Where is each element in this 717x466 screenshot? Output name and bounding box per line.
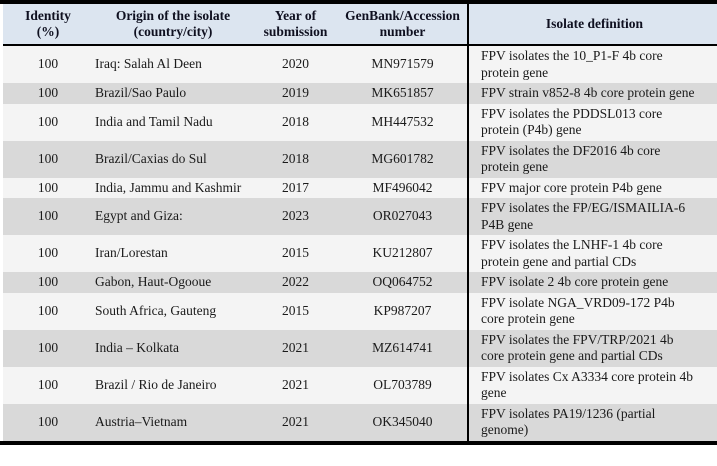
cell-identity: 100 bbox=[37, 85, 59, 100]
cell-definition: FPV isolate NGA_VRD09-172 P4b core prote… bbox=[467, 292, 717, 330]
cell-definition: FPV strain v852-8 4b core protein gene bbox=[467, 83, 717, 104]
cell-identity: 100 bbox=[37, 302, 59, 318]
table-row: 100 Iraq: Salah Al Deen 2020 MN971579 FPV is… bbox=[3, 45, 717, 83]
cell-year: 2021 bbox=[282, 339, 309, 355]
table-row: 100 India, Jammu and Kashmir 2017 MF496042 F… bbox=[3, 177, 717, 198]
cell-identity: 100 bbox=[37, 376, 59, 392]
cell-identity: 100 bbox=[37, 56, 59, 72]
header-row: Identity (%) Origin of the isolate (count… bbox=[3, 4, 717, 46]
table-row: 100 Egypt and Giza: 2023 OR027043 FPV isolat… bbox=[3, 198, 717, 235]
table-header: Identity (%) Origin of the isolate (count… bbox=[3, 4, 717, 46]
cell-accession: MN971579 bbox=[371, 56, 434, 72]
column-header-identity: Identity (%) bbox=[3, 4, 93, 46]
cell-identity: 100 bbox=[37, 274, 59, 289]
cell-year: 2017 bbox=[282, 179, 309, 195]
cell-origin: South Africa, Gauteng bbox=[95, 302, 217, 318]
cell-definition: FPV major core protein P4b gene bbox=[467, 177, 717, 198]
cell-origin: Brazil/Caxias do Sul bbox=[95, 150, 207, 166]
cell-definition: FPV isolates the FP/EG/ISMAILIA-6 P4B ge… bbox=[467, 198, 717, 235]
table-row: 100 Austria–Vietnam 2021 OK345040 FPV isolat… bbox=[3, 403, 717, 441]
cell-definition: FPV isolates the DF2016 4b core protein … bbox=[467, 140, 717, 178]
cell-year: 2022 bbox=[282, 274, 309, 289]
cell-identity: 100 bbox=[37, 413, 59, 429]
table-row: 100 Brazil/Sao Paulo 2019 MK651857 FPV strai… bbox=[3, 83, 717, 104]
cell-year: 2015 bbox=[282, 245, 309, 261]
table-row: 100 India – Kolkata 2021 MZ614741 FPV isolat… bbox=[3, 329, 717, 367]
cell-accession: MH447532 bbox=[371, 113, 434, 129]
cell-accession: MZ614741 bbox=[372, 339, 433, 355]
cell-definition: FPV isolates the FPV/TRP/2021 4b core pr… bbox=[467, 329, 717, 367]
cell-year: 2023 bbox=[282, 208, 309, 224]
cell-year: 2020 bbox=[282, 56, 309, 72]
cell-accession: OK345040 bbox=[372, 413, 433, 429]
cell-accession: MF496042 bbox=[372, 179, 433, 195]
cell-origin: Gabon, Haut-Ogooue bbox=[95, 274, 212, 289]
cell-origin: India – Kolkata bbox=[95, 339, 179, 355]
cell-origin: Austria–Vietnam bbox=[95, 413, 188, 429]
cell-origin: India and Tamil Nadu bbox=[95, 113, 213, 129]
cell-year: 2015 bbox=[282, 302, 309, 318]
table-body: 100 Iraq: Salah Al Deen 2020 MN971579 FPV is… bbox=[3, 45, 717, 441]
cell-accession: KU212807 bbox=[372, 245, 433, 261]
cell-accession: OR027043 bbox=[372, 208, 433, 224]
cell-origin: Iraq: Salah Al Deen bbox=[95, 56, 202, 72]
column-header-accession: GenBank/Accession number bbox=[338, 4, 468, 46]
cell-definition: FPV isolate 2 4b core protein gene bbox=[467, 272, 717, 293]
table-row: 100 Brazil/Caxias do Sul 2018 MG601782 FPV i… bbox=[3, 140, 717, 178]
column-header-definition: Isolate definition bbox=[467, 4, 717, 46]
table-row: 100 India and Tamil Nadu 2018 MH447532 FPV i… bbox=[3, 103, 717, 141]
table-row: 100 Brazil / Rio de Janeiro 2021 OL703789 FP… bbox=[3, 366, 717, 404]
cell-definition: FPV isolates the PDDSL013 core protein (… bbox=[467, 103, 717, 141]
cell-accession: KP987207 bbox=[373, 302, 432, 318]
cell-origin: India, Jammu and Kashmir bbox=[95, 179, 242, 195]
column-header-year: Year of submission bbox=[253, 4, 338, 46]
cell-identity: 100 bbox=[37, 113, 59, 129]
cell-identity: 100 bbox=[37, 339, 59, 355]
cell-definition: FPV isolates the LNHF-1 4b core protein … bbox=[467, 235, 717, 272]
isolate-table-frame: Identity (%) Origin of the isolate (count… bbox=[0, 0, 717, 445]
page: Identity (%) Origin of the isolate (count… bbox=[0, 0, 717, 445]
cell-year: 2018 bbox=[282, 113, 309, 129]
cell-identity: 100 bbox=[37, 245, 59, 261]
cell-accession: OQ064752 bbox=[372, 274, 433, 289]
cell-accession: OL703789 bbox=[373, 376, 432, 392]
cell-origin: Egypt and Giza: bbox=[95, 208, 183, 224]
cell-identity: 100 bbox=[37, 179, 59, 195]
cell-definition: FPV isolates Cx A3334 core protein 4b ge… bbox=[467, 366, 717, 404]
cell-origin: Brazil/Sao Paulo bbox=[95, 85, 187, 100]
cell-origin: Brazil / Rio de Janeiro bbox=[95, 376, 217, 392]
column-header-origin: Origin of the isolate (country/city) bbox=[93, 4, 253, 46]
isolate-table: Identity (%) Origin of the isolate (count… bbox=[3, 4, 717, 441]
cell-year: 2021 bbox=[282, 413, 309, 429]
cell-accession: MK651857 bbox=[371, 85, 434, 100]
cell-definition: FPV isolates the 10_P1-F 4b core protein… bbox=[467, 45, 717, 83]
cell-year: 2018 bbox=[282, 150, 309, 166]
cell-year: 2021 bbox=[282, 376, 309, 392]
table-row: 100 South Africa, Gauteng 2015 KP987207 FPV … bbox=[3, 292, 717, 330]
cell-definition: FPV isolates PA19/1236 (partial genome) bbox=[467, 403, 717, 441]
table-row: 100 Gabon, Haut-Ogooue 2022 OQ064752 FPV iso… bbox=[3, 272, 717, 293]
cell-identity: 100 bbox=[37, 208, 59, 224]
table-row: 100 Iran/Lorestan 2015 KU212807 FPV isolates… bbox=[3, 235, 717, 272]
cell-year: 2019 bbox=[282, 85, 309, 100]
cell-origin: Iran/Lorestan bbox=[95, 245, 168, 261]
cell-accession: MG601782 bbox=[371, 150, 434, 166]
cell-identity: 100 bbox=[37, 150, 59, 166]
